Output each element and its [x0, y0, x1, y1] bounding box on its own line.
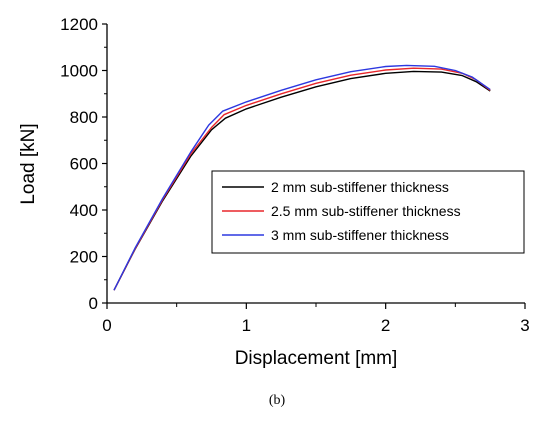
x-tick-label: 0	[102, 316, 111, 335]
legend-label-2: 2.5 mm sub-stiffener thickness	[271, 203, 461, 219]
legend-label-1: 2 mm sub-stiffener thickness	[271, 179, 449, 195]
series-line-3	[113, 64, 491, 291]
y-tick-label: 1200	[60, 15, 98, 34]
legend: 2 mm sub-stiffener thickness 2.5 mm sub-s…	[211, 170, 525, 254]
ticks: 0 200 400 600 800 1000 1200 0 1 2 3	[60, 15, 530, 335]
x-tick-label: 1	[242, 316, 251, 335]
legend-label-3: 3 mm sub-stiffener thickness	[271, 227, 449, 243]
legend-box	[211, 170, 525, 254]
figure-caption: (b)	[269, 393, 286, 408]
y-tick-label: 200	[70, 248, 98, 267]
y-tick-label: 400	[70, 201, 98, 220]
y-tick-label: 600	[70, 155, 98, 174]
series-line-1	[113, 70, 491, 291]
x-axis-title: Displacement [mm]	[235, 348, 398, 369]
x-tick-label: 2	[381, 316, 390, 335]
y-tick-label: 0	[89, 294, 98, 313]
series-group	[113, 64, 491, 291]
series-line-2	[113, 67, 491, 291]
x-tick-label: 3	[520, 316, 529, 335]
y-tick-label: 1000	[60, 62, 98, 81]
y-axis-title: Load [kN]	[18, 123, 39, 204]
axes	[106, 24, 525, 304]
y-tick-label: 800	[70, 108, 98, 127]
